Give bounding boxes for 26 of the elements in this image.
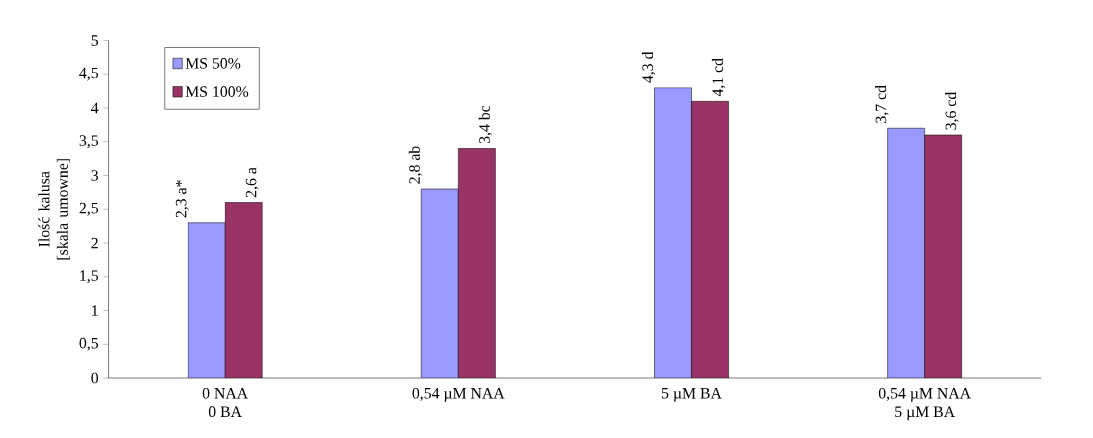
x-tick-label: 0,54 µM NAA (412, 387, 505, 402)
y-tick-label: 0 (91, 372, 99, 384)
data-label: 3,7 cd (875, 85, 889, 123)
y-tick-label: 1 (92, 305, 98, 316)
x-tick-label: 0,54 µM NAA 5 µM BA (878, 387, 971, 421)
data-label: 4,1 cd (711, 58, 726, 97)
x-tick-label: 0 NAA 0 BA (202, 387, 249, 418)
data-label: 2,6 a (245, 167, 259, 198)
y-axis-title: Ilość kalusa [skala umowne] (38, 159, 70, 260)
y-tick-label: 3 (91, 170, 99, 181)
y-tick-label: 5 (91, 35, 99, 46)
data-label: 4,3 d (641, 51, 656, 83)
data-label: 3,6 cd (945, 92, 959, 130)
data-label: 2,3 a* (175, 180, 189, 218)
y-tick-label: 4,5 (79, 67, 99, 81)
y-tick-label: 0,5 (79, 337, 99, 351)
y-tick-label: 2,5 (79, 202, 99, 216)
x-tick-label: 5 µM BA (661, 387, 722, 402)
y-tick-label: 4 (91, 102, 99, 114)
legend-label: MS 50% (185, 58, 241, 69)
y-tick-label: 3,5 (79, 135, 99, 149)
legend-label: MS 100% (185, 86, 249, 98)
data-label: 2,8 ab (408, 146, 423, 184)
y-tick-label: 1,5 (80, 270, 99, 284)
data-label: 3,4 bc (478, 105, 493, 144)
y-tick-label: 2 (91, 237, 98, 249)
